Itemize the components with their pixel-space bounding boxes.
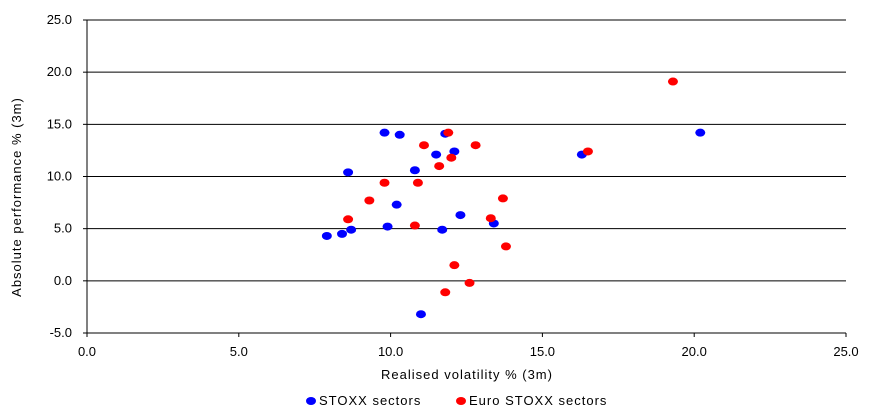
legend-marker [306, 397, 316, 405]
x-tick-label: 20.0 [682, 344, 707, 359]
data-point [346, 225, 357, 234]
data-point [446, 153, 457, 162]
data-point [434, 162, 445, 171]
data-point [379, 178, 390, 187]
x-tick-label: 10.0 [378, 344, 403, 359]
data-point [391, 200, 402, 209]
data-point [409, 166, 420, 175]
x-tick-label: 25.0 [833, 344, 858, 359]
data-point [431, 150, 442, 159]
y-tick-label: 25.0 [47, 12, 72, 27]
data-point [464, 278, 475, 287]
data-point [379, 128, 390, 137]
data-point [455, 211, 466, 220]
legend-label: Euro STOXX sectors [469, 393, 607, 408]
data-point [500, 242, 511, 251]
y-tick-label: -5.0 [50, 325, 72, 340]
data-point [485, 214, 496, 223]
series-euro-stoxx-sectors [343, 77, 678, 297]
data-point [582, 147, 593, 156]
y-axis-title: Absolute performance % (3m) [9, 97, 24, 297]
ticks: -5.0 0.0 5.0 10.0 15.0 20.0 25.0 0.0 5.0 10.0 15.0… [47, 12, 859, 359]
data-point [337, 229, 348, 238]
data-point [321, 231, 332, 240]
data-point [394, 130, 405, 139]
data-point [449, 261, 460, 270]
y-tick-label: 0.0 [54, 273, 72, 288]
data-point [437, 225, 448, 234]
data-point [364, 196, 375, 205]
x-tick-label: 5.0 [230, 344, 248, 359]
data-point [440, 288, 451, 297]
legend-label: STOXX sectors [319, 393, 421, 408]
data-point [449, 147, 460, 156]
y-tick-label: 5.0 [54, 221, 72, 236]
data-point [409, 221, 420, 230]
data-point [497, 194, 508, 203]
data-point [667, 77, 678, 86]
data-point [343, 215, 354, 224]
data-point [695, 128, 706, 137]
data-point [443, 128, 454, 137]
data-point [343, 168, 354, 177]
y-tick-label: 15.0 [47, 116, 72, 131]
x-tick-label: 0.0 [78, 344, 96, 359]
series-stoxx-sectors [321, 128, 706, 319]
data-point [470, 141, 481, 150]
data-point [382, 222, 393, 231]
x-tick-label: 15.0 [530, 344, 555, 359]
data-point [415, 310, 426, 319]
data-point [412, 178, 423, 187]
y-tick-label: 20.0 [47, 64, 72, 79]
legend: STOXX sectors Euro STOXX sectors [306, 393, 607, 408]
y-tick-label: 10.0 [47, 169, 72, 184]
data-points [321, 77, 706, 319]
grid-lines [87, 19, 846, 282]
data-point [418, 141, 429, 150]
x-axis-title: Realised volatility % (3m) [381, 367, 553, 382]
legend-marker [456, 397, 466, 405]
